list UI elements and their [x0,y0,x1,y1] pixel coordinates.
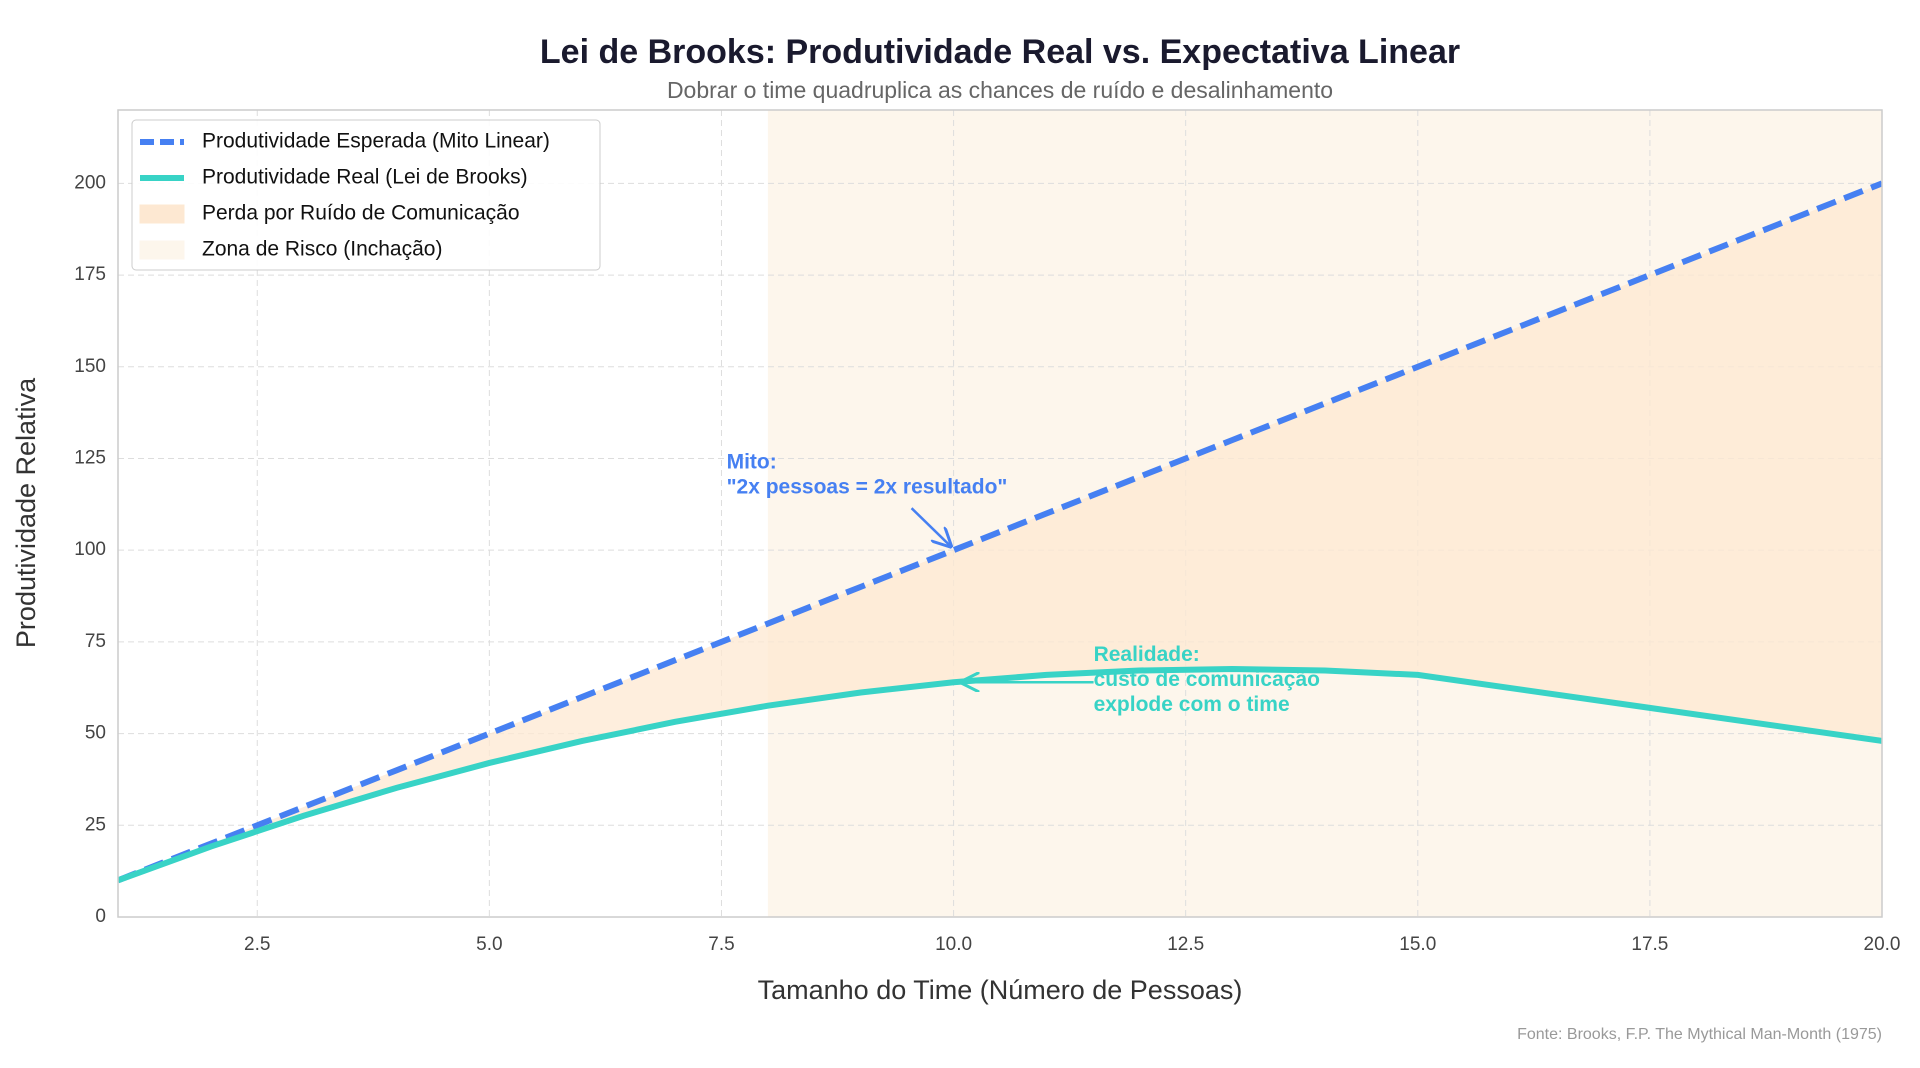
y-tick-label: 0 [95,906,106,927]
legend-label: Perda por Ruído de Comunicação [202,202,520,225]
annotation-arrow [910,507,951,546]
series-line [118,180,1882,884]
x-tick-label: 17.5 [1631,934,1668,955]
y-tick-label: 150 [74,356,106,377]
y-tick-label: 25 [85,814,106,835]
annotation-text: Realidade: [1094,643,1200,666]
annotation-text: explode com o time [1094,693,1290,716]
y-tick-label: 100 [74,539,106,560]
y-tick-label: 200 [74,172,106,193]
x-tick-label: 10.0 [935,934,972,955]
y-tick-label: 175 [74,264,106,285]
plot-frame [117,109,1883,918]
y-tick-label: 125 [74,447,106,468]
x-tick-label: 15.0 [1399,934,1436,955]
y-tick-label: 50 [85,723,106,744]
x-tick-label: 7.5 [708,934,734,955]
legend-swatch [139,204,185,224]
legend-label: Zona de Risco (Inchação) [202,238,442,261]
chart-subtitle: Dobrar o time quadruplica as chances de … [667,77,1333,103]
legend-label: Produtividade Real (Lei de Brooks) [202,166,528,189]
legend-box [131,119,601,271]
x-tick-label: 12.5 [1167,934,1204,955]
source-note: Fonte: Brooks, F.P. The Mythical Man-Mon… [1517,1026,1882,1043]
legend-swatch [139,240,185,260]
series-line [118,666,1882,884]
annotation-text: Mito: [727,451,777,474]
x-tick-label: 2.5 [244,934,270,955]
x-tick-label: 5.0 [476,934,502,955]
chart-title: Lei de Brooks: Produtividade Real vs. Ex… [540,33,1460,71]
x-axis-label: Tamanho do Time (Número de Pessoas) [758,975,1243,1005]
y-axis-label: Produtividade Relativa [11,377,41,648]
x-tick-label: 20.0 [1864,934,1901,955]
y-tick-label: 75 [85,631,106,652]
legend-label: Produtividade Esperada (Mito Linear) [202,130,550,153]
plot-area [118,110,1882,917]
annotation-text: "2x pessoas = 2x resultado" [727,476,1008,499]
annotation-text: custo de comunicação [1094,668,1320,691]
